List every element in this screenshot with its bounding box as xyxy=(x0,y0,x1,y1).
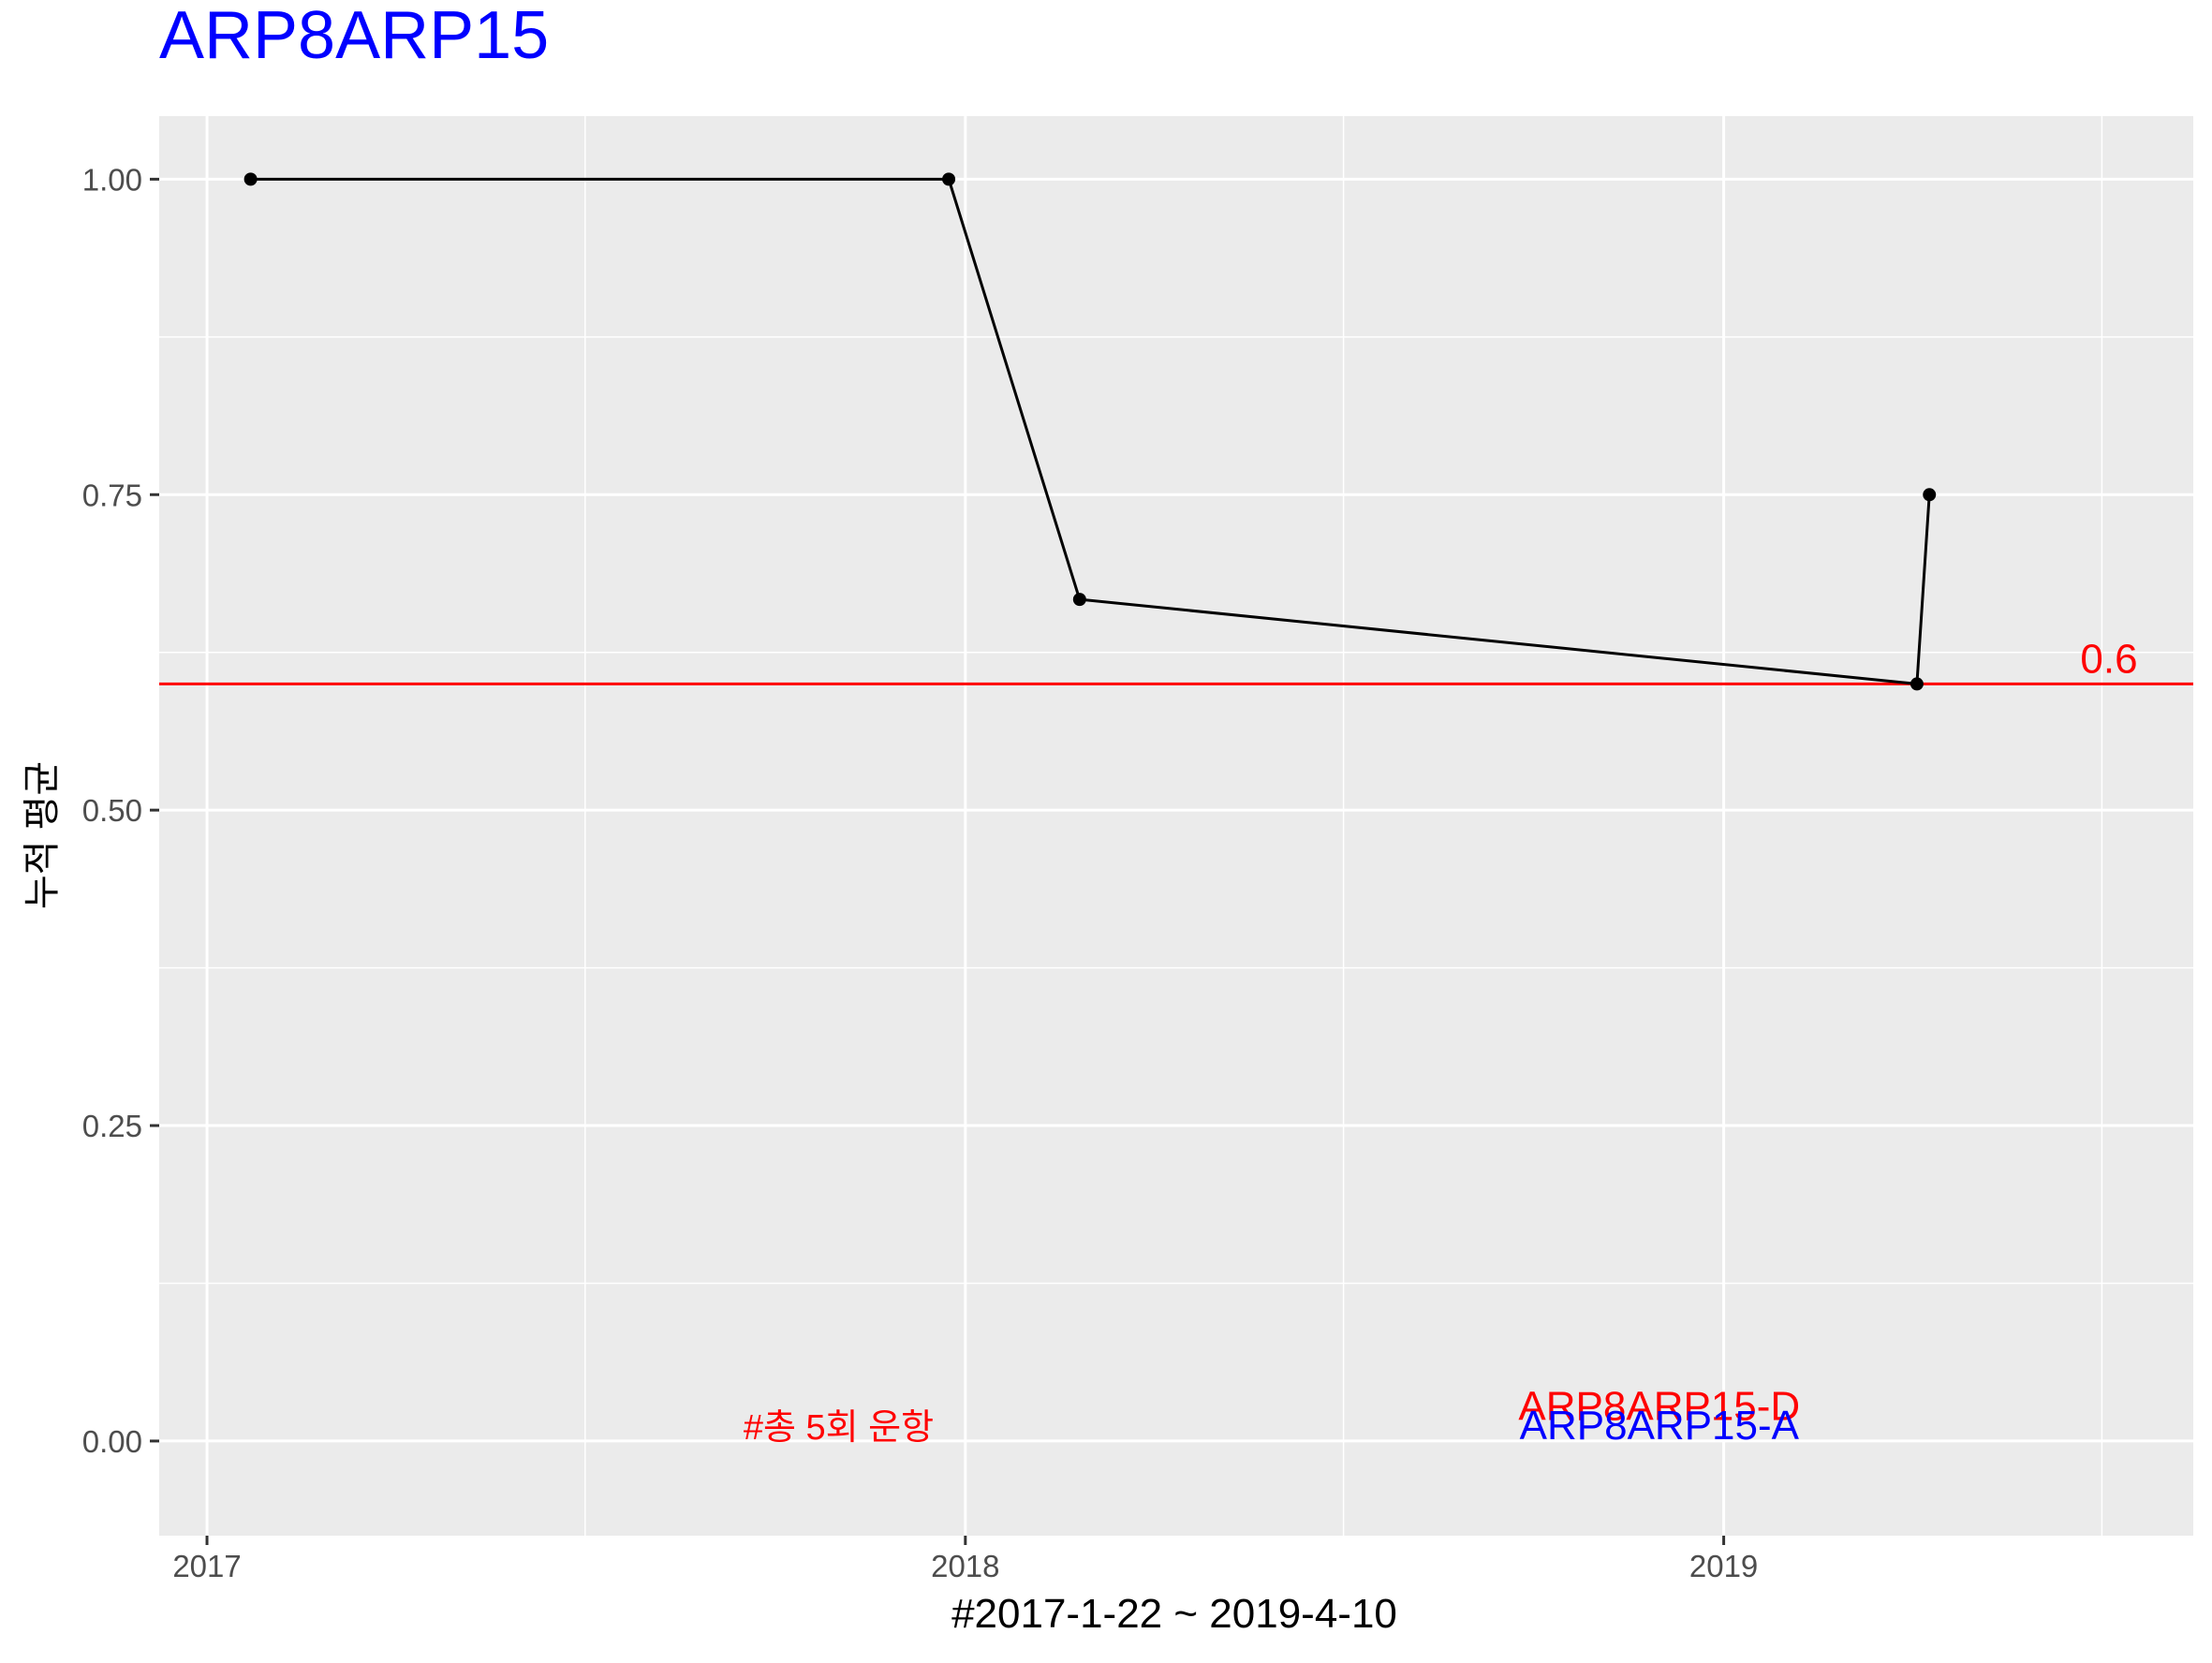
y-tick-label: 0.00 xyxy=(82,1424,142,1459)
plot-panel xyxy=(159,116,2193,1536)
data-point xyxy=(1910,677,1924,691)
data-point xyxy=(243,172,258,186)
y-tick-label: 0.25 xyxy=(82,1109,142,1143)
x-tick-label: 2017 xyxy=(172,1549,241,1583)
data-point xyxy=(1072,593,1086,607)
annotation-label: ARP8ARP15-D xyxy=(1518,1384,1800,1430)
y-tick-label: 0.50 xyxy=(82,793,142,828)
annotation-label: ARP8ARP15-A xyxy=(1520,1403,1800,1449)
reference-line-label: 0.6 xyxy=(2080,636,2137,682)
y-axis-label: 누적 평균 xyxy=(22,761,63,909)
x-axis-label: #2017-1-22 ~ 2019-4-10 xyxy=(951,1591,1397,1637)
annotation-label: #총 5회 운항 xyxy=(744,1408,934,1448)
y-tick-label: 1.00 xyxy=(82,162,142,197)
x-tick-label: 2019 xyxy=(1689,1549,1758,1583)
y-tick-label: 0.75 xyxy=(82,478,142,512)
x-tick-label: 2018 xyxy=(931,1549,999,1583)
chart-title: ARP8ARP15 xyxy=(159,0,549,73)
data-point xyxy=(942,172,956,186)
data-point xyxy=(1923,488,1937,502)
